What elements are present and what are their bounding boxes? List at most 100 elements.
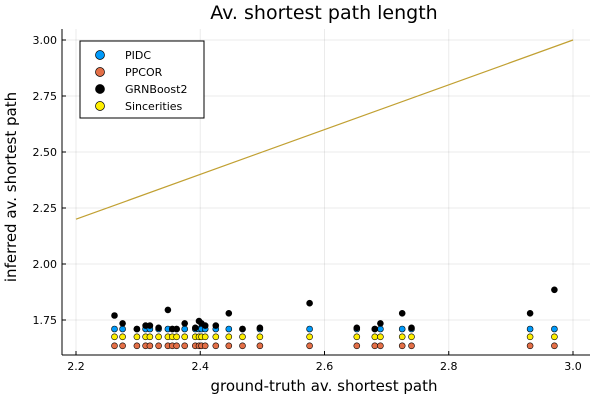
point-grnboost2-23	[408, 324, 415, 332]
y-tick-label-5: 3.00	[33, 34, 58, 47]
point-ppcor-1	[119, 342, 126, 350]
point-pidc-21	[377, 325, 384, 333]
point-ppcor-17	[256, 342, 264, 350]
legend-marker-grnboost2	[95, 84, 105, 94]
point-grnboost2-19	[353, 324, 361, 332]
point-pidc-25	[551, 325, 558, 333]
point-sincerities-2	[133, 333, 141, 341]
x-tick-label-1: 2.4	[192, 360, 210, 373]
point-pidc-0	[111, 325, 118, 333]
point-sincerities-13	[201, 333, 209, 341]
point-grnboost2-0	[111, 312, 118, 319]
legend-marker-ppcor	[95, 67, 105, 77]
point-ppcor-21	[377, 342, 384, 350]
point-ppcor-4	[146, 342, 154, 350]
point-grnboost2-15	[225, 309, 233, 317]
point-grnboost2-13	[201, 322, 209, 329]
y-tick-label-2: 2.25	[33, 202, 58, 215]
point-grnboost2-16	[239, 325, 246, 333]
point-sincerities-1	[119, 333, 126, 341]
point-ppcor-18	[306, 342, 313, 350]
point-grnboost2-14	[212, 322, 220, 329]
point-ppcor-2	[133, 342, 141, 350]
point-sincerities-17	[256, 333, 264, 341]
point-ppcor-5	[155, 342, 162, 350]
point-grnboost2-25	[551, 286, 558, 294]
point-sincerities-0	[111, 333, 118, 341]
point-grnboost2-22	[398, 309, 406, 317]
point-grnboost2-17	[256, 324, 264, 332]
point-sincerities-9	[181, 333, 188, 341]
point-ppcor-20	[371, 342, 379, 350]
point-ppcor-8	[173, 342, 180, 350]
grid	[62, 29, 590, 355]
point-sincerities-16	[239, 333, 246, 341]
legend-label-grnboost2: GRNBoost2	[125, 83, 187, 96]
point-grnboost2-20	[371, 325, 379, 333]
y-tick-label-4: 2.75	[33, 90, 58, 103]
legend-label-ppcor: PPCOR	[125, 66, 163, 79]
y-tick-label-1: 2.00	[33, 258, 58, 271]
point-ppcor-13	[201, 342, 209, 350]
point-pidc-18	[306, 325, 313, 333]
legend-label-sincerities: Sincerities	[125, 100, 183, 113]
point-grnboost2-1	[119, 320, 126, 327]
point-grnboost2-6	[164, 306, 172, 314]
point-grnboost2-18	[306, 299, 313, 307]
point-pidc-1	[119, 325, 126, 333]
legend-marker-pidc	[95, 50, 105, 60]
x-axis-ticks: 2.2 2.4 2.6 2.8 3.0	[67, 351, 582, 373]
y-tick-label-0: 1.75	[33, 314, 58, 327]
point-grnboost2-21	[377, 320, 384, 327]
axes	[61, 29, 590, 356]
point-ppcor-24	[526, 342, 534, 350]
point-grnboost2-5	[155, 324, 162, 332]
point-ppcor-19	[353, 342, 361, 350]
point-pidc-24	[526, 325, 534, 333]
point-grnboost2-10	[192, 324, 199, 332]
point-sincerities-4	[146, 333, 154, 341]
point-grnboost2-4	[146, 322, 154, 329]
legend-label-pidc: PIDC	[125, 49, 151, 62]
point-sincerities-25	[551, 333, 558, 341]
point-sincerities-5	[155, 333, 162, 341]
reference-line	[75, 39, 574, 220]
point-sincerities-18	[306, 333, 313, 341]
chart-title: Av. shortest path length	[210, 2, 437, 24]
y-axis-ticks: 1.75 2.00 2.25 2.50 2.75 3.00	[33, 34, 66, 327]
x-tick-label-4: 3.0	[564, 360, 582, 373]
point-ppcor-15	[225, 342, 233, 350]
x-tick-label-3: 2.8	[440, 360, 458, 373]
point-sincerities-21	[377, 333, 384, 341]
point-grnboost2-9	[181, 320, 188, 327]
x-tick-label-0: 2.2	[67, 360, 85, 373]
point-sincerities-24	[526, 333, 534, 341]
y-axis-label: inferred av. shortest path	[2, 92, 20, 282]
point-grnboost2-24	[526, 309, 534, 317]
point-sincerities-14	[212, 333, 220, 341]
point-sincerities-20	[371, 333, 379, 341]
legend-marker-sincerities	[95, 101, 105, 111]
point-sincerities-23	[408, 333, 415, 341]
point-grnboost2-8	[173, 325, 180, 333]
point-sincerities-8	[173, 333, 180, 341]
y-tick-label-3: 2.50	[33, 146, 58, 159]
point-ppcor-14	[212, 342, 220, 350]
point-sincerities-19	[353, 333, 361, 341]
point-pidc-15	[225, 325, 233, 333]
point-sincerities-15	[225, 333, 233, 341]
point-ppcor-9	[181, 342, 188, 350]
data-points	[111, 286, 558, 350]
point-ppcor-0	[111, 342, 118, 350]
point-pidc-9	[181, 325, 188, 333]
x-tick-label-2: 2.6	[316, 360, 334, 373]
point-ppcor-22	[398, 342, 406, 350]
point-ppcor-16	[239, 342, 246, 350]
point-ppcor-25	[551, 342, 558, 350]
legend: PIDC PPCOR GRNBoost2 Sincerities	[79, 40, 205, 119]
point-sincerities-22	[398, 333, 406, 341]
reference-line-layer	[75, 39, 574, 220]
x-axis-label: ground-truth av. shortest path	[211, 377, 438, 395]
point-pidc-22	[398, 325, 406, 333]
